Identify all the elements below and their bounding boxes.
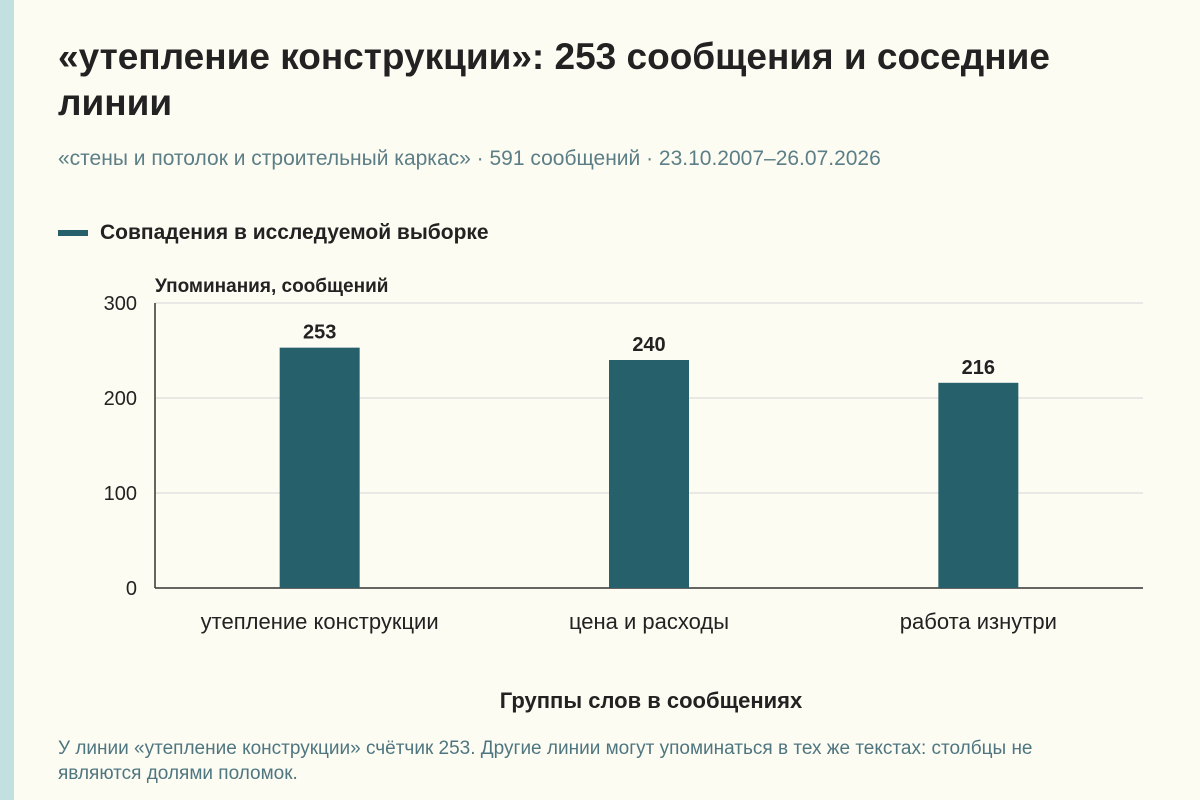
- data-label: 240: [632, 334, 665, 356]
- bar: [609, 360, 689, 588]
- y-tick-label: 100: [104, 483, 137, 505]
- x-tick-label: утепление конструкции: [201, 609, 439, 634]
- data-label: 253: [303, 322, 336, 344]
- legend: Совпадения в исследуемой выборке: [58, 220, 489, 246]
- bar: [279, 347, 360, 588]
- legend-label: Совпадения в исследуемой выборке: [100, 221, 489, 244]
- footnote: У линии «утепление конструкции» счётчик …: [58, 738, 1033, 784]
- legend-swatch: [58, 230, 88, 236]
- y-tick-label: 200: [104, 388, 137, 410]
- x-tick-label: цена и расходы: [569, 609, 729, 634]
- accent-stripe: [0, 0, 14, 800]
- y-tick-label: 0: [126, 578, 137, 600]
- y-tick-label: 300: [104, 293, 137, 315]
- data-label: 216: [962, 357, 995, 379]
- bar-chart: 0 100 200 300 Упоминания, сообщений 253 утепле…: [104, 276, 1143, 713]
- bar: [938, 382, 1019, 588]
- x-tick-label: работа изнутри: [900, 609, 1057, 634]
- chart-title: «утепление конструкции»: 253 сообщения и…: [58, 36, 1050, 123]
- chart-subtitle: «стены и потолок и строительный каркас» …: [58, 147, 881, 170]
- y-axis-label: Упоминания, сообщений: [155, 276, 388, 297]
- x-axis-label: Группы слов в сообщениях: [500, 688, 803, 713]
